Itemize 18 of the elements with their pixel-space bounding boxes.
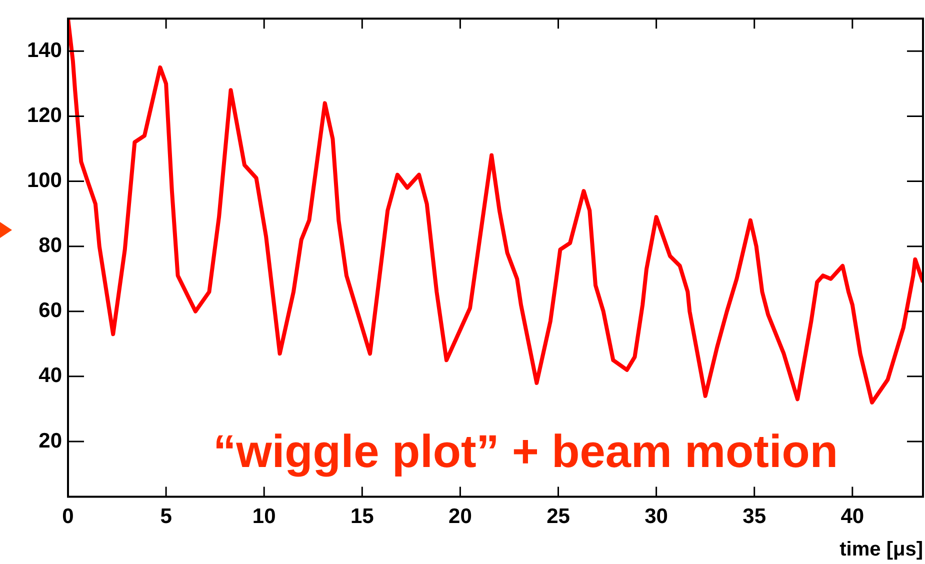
y-tick-label: 40: [38, 364, 62, 388]
x-tick-label: 25: [546, 505, 570, 528]
x-axis-title: time [μs]: [840, 538, 923, 561]
y-tick-label: 20: [38, 429, 62, 452]
y-tick-label: 140: [26, 38, 62, 62]
x-tick-label: 15: [350, 505, 374, 528]
x-tick-label: 10: [252, 505, 276, 528]
y-tick-label: 60: [38, 299, 62, 322]
x-tick-label: 5: [160, 505, 172, 528]
y-tick-label: 100: [26, 169, 62, 192]
x-tick-label: 35: [742, 505, 766, 528]
y-tick-label: 120: [26, 104, 62, 127]
x-tick-label: 20: [448, 505, 472, 528]
annotation: “wiggle plot” + beam motion: [213, 424, 838, 477]
x-tick-label: 40: [840, 505, 864, 528]
x-tick-label: 0: [62, 505, 74, 528]
x-tick-label: 30: [644, 505, 668, 528]
y-tick-label: 80: [38, 234, 62, 258]
